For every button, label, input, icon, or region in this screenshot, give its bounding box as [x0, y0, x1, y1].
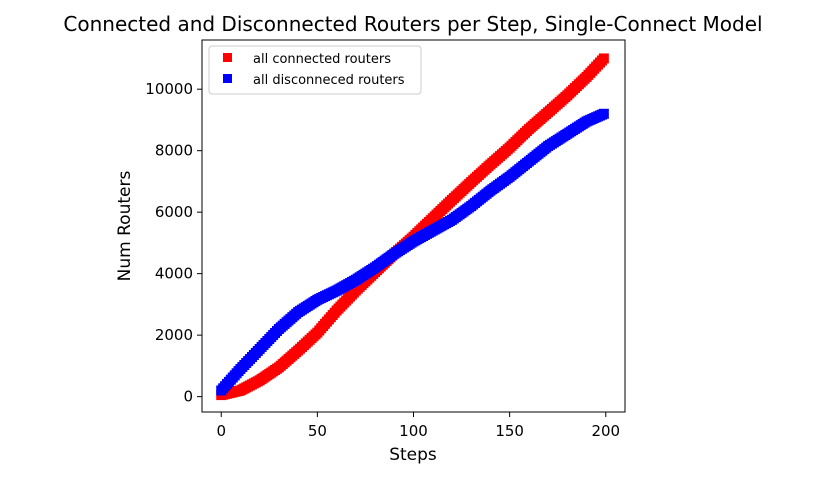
data-point [598, 108, 609, 119]
y-tick-label: 4000 [155, 265, 193, 283]
series-connected [216, 53, 609, 401]
x-axis: 0 50 100 150 200 [216, 412, 620, 440]
y-tick-label: 6000 [155, 203, 193, 221]
y-axis: 0 2000 4000 6000 8000 10000 [145, 80, 202, 406]
legend-label-disconnected: all disconneced routers [253, 73, 405, 88]
legend-marker-disconnected [223, 74, 232, 83]
x-tick-label: 50 [308, 422, 327, 440]
data-point [598, 53, 609, 64]
x-tick-label: 200 [591, 422, 620, 440]
legend-box [208, 45, 422, 95]
legend-label-connected: all connected routers [253, 52, 391, 67]
y-tick-label: 8000 [155, 142, 193, 160]
legend: all connected routers all disconneced ro… [208, 45, 422, 95]
x-tick-label: 100 [399, 422, 428, 440]
y-tick-label: 0 [183, 388, 193, 406]
y-tick-label: 10000 [145, 80, 193, 98]
series-layer [216, 53, 609, 401]
series-disconnected [216, 108, 609, 396]
x-tick-label: 150 [495, 422, 524, 440]
chart-title: Connected and Disconnected Routers per S… [63, 12, 762, 36]
x-axis-label: Steps [389, 445, 437, 465]
y-axis-label: Num Routers [115, 171, 135, 282]
y-tick-label: 2000 [155, 326, 193, 344]
legend-marker-connected [223, 53, 232, 62]
x-tick-label: 0 [216, 422, 226, 440]
